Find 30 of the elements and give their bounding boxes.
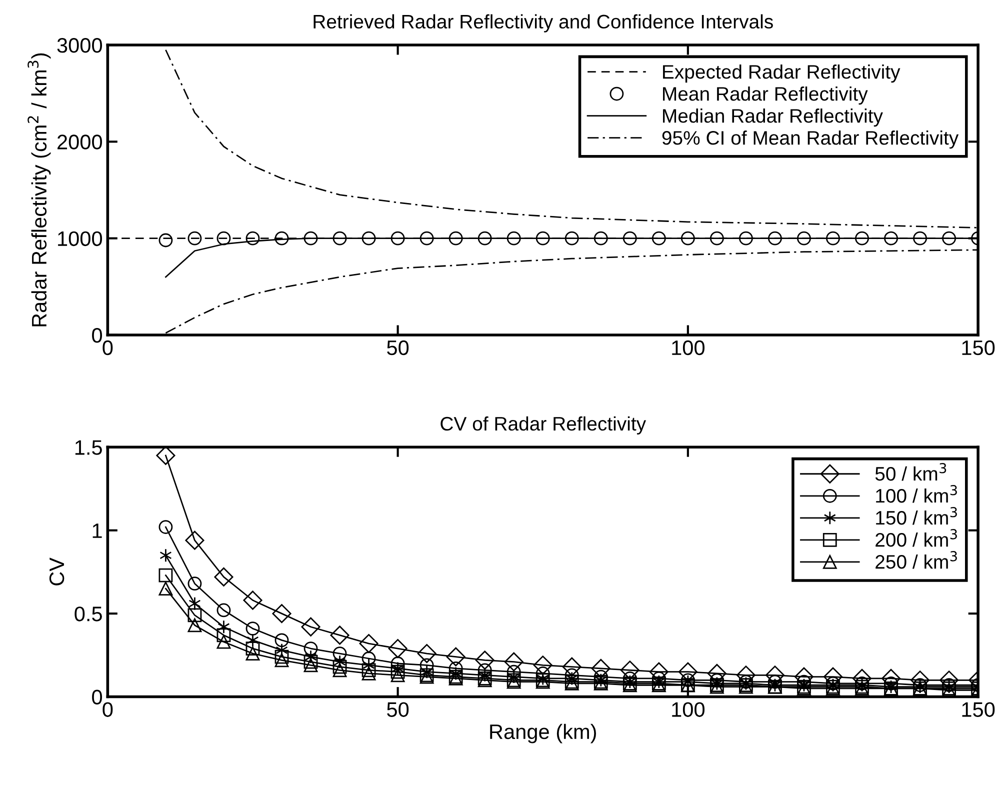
chart-title: Retrieved Radar Reflectivity and Confidence Intervals [314, 14, 773, 32]
y-tick-label: 0 [92, 328, 102, 343]
x-tick-label: 150 [962, 340, 995, 356]
y-tick-label: 0 [92, 690, 102, 705]
y-tick-label: 1.5 [75, 440, 102, 455]
y-tick-label: 1 [92, 524, 102, 538]
legend-label: 50 / km$^{3}$ [875, 462, 946, 481]
legend-label: Median Radar Reflectivity [663, 108, 883, 127]
x-tick-label: 0 [102, 340, 113, 356]
legend-label: Expected Radar Reflectivity [663, 64, 900, 83]
legend-label: 250 / km$^{3}$ [876, 551, 957, 569]
y-tick-label: 2000 [58, 134, 102, 150]
chart-title: CV of Radar Reflectivity [440, 416, 646, 435]
legend-label: 100 / km$^{3}$ [876, 484, 957, 503]
y-tick-label: 1000 [58, 231, 102, 246]
x-tick-label: 50 [387, 702, 409, 717]
y-tick-label: 0.5 [74, 606, 102, 622]
legend-label: 95% CI of Mean Radar Reflectivity [662, 130, 959, 149]
x-tick-label: 0 [102, 702, 113, 717]
legend-label: Mean Radar Reflectivity [663, 86, 868, 105]
x-tick-label: 50 [387, 340, 409, 356]
x-axis-title: Range (km) [490, 724, 596, 744]
x-tick-label: 150 [962, 702, 995, 717]
y-axis-title: Radar Reflectivity (cm$^{2}$ / km$^{3}$) [28, 53, 51, 326]
legend-label: 200 / km$^{3}$ [876, 529, 957, 547]
x-tick-label: 100 [672, 340, 704, 356]
y-axis-title: CV [49, 558, 64, 586]
y-tick-label: 3000 [57, 38, 102, 53]
x-tick-label: 100 [672, 702, 704, 717]
legend-label: 150 / km$^{3}$ [876, 507, 957, 525]
